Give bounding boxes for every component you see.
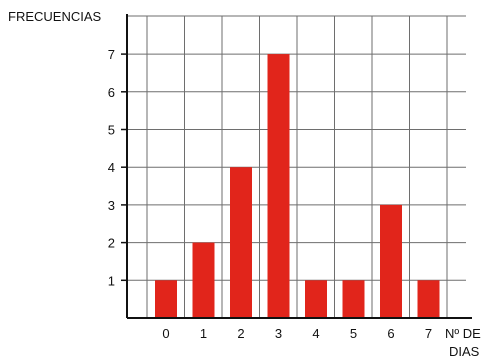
bar-7 [417,280,440,318]
bar-4 [305,280,327,318]
x-tick-label: 6 [387,326,394,341]
x-tick-label: 5 [350,326,357,341]
bar-2 [230,167,252,318]
x-axis-title-line2: DIAS [449,344,480,359]
bar-1 [192,242,215,318]
y-axis-title: FRECUENCIAS [8,9,102,24]
bar-0 [155,280,177,318]
x-tick-label: 7 [425,326,432,341]
x-tick-label: 2 [237,326,244,341]
x-tick-label: 1 [200,326,207,341]
bar-5 [342,280,365,318]
x-tick-label: 3 [275,326,282,341]
grid-lines [127,15,466,318]
bars [155,54,440,318]
bar-6 [380,204,402,318]
x-tick-label: 0 [162,326,169,341]
y-tick-label: 7 [108,47,115,62]
y-tick-label: 4 [108,160,115,175]
y-tick-label: 5 [108,123,115,138]
x-ticks: 0 1 2 3 4 5 6 7 [162,326,432,341]
y-tick-label: 2 [108,236,115,251]
y-tick-label: 6 [108,85,115,100]
x-axis-title-line1: Nº DE [445,326,481,341]
y-tick-label: 1 [108,273,115,288]
y-tick-label: 3 [108,198,115,213]
x-tick-label: 4 [312,326,319,341]
axes [126,14,472,319]
bar-3 [267,54,290,318]
y-ticks: 1 2 3 4 5 6 7 [108,47,127,288]
